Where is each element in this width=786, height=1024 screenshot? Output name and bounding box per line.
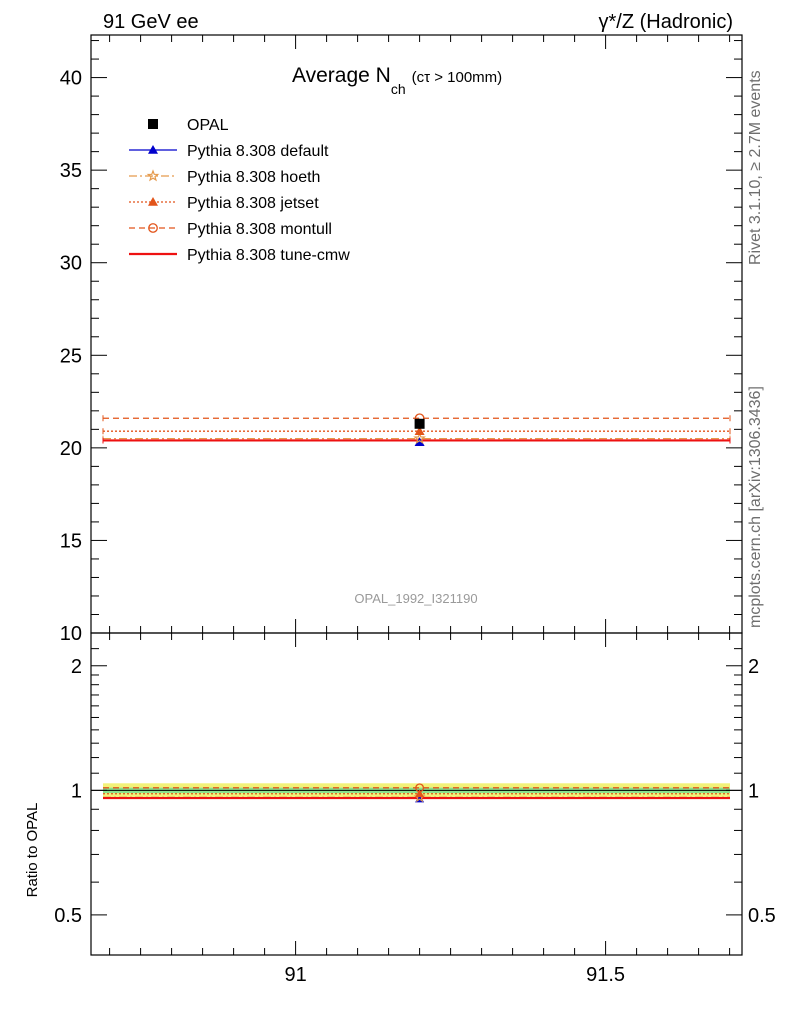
legend-label-montull: Pythia 8.308 montull bbox=[187, 221, 332, 238]
legend-marker-opal bbox=[148, 119, 158, 129]
main-marker-jetset bbox=[414, 426, 425, 435]
ratio-marker-montull bbox=[415, 783, 425, 793]
main-series-lines bbox=[102, 415, 731, 444]
main-marker-default bbox=[414, 437, 425, 447]
legend-label-jetset: Pythia 8.308 jetset bbox=[187, 195, 319, 212]
plot-axes: 91 91.5 10 15 20 25 30 35 40 0.5 0.5 1 1 2 2 bbox=[54, 34, 776, 986]
main-y-tick-label: 15 bbox=[60, 530, 82, 552]
analysis-tag: OPAL_1992_I321190 bbox=[354, 591, 477, 606]
ratio-y-tick-label-right: 0.5 bbox=[748, 905, 776, 927]
legend-marker-jetset bbox=[148, 197, 158, 206]
ratio-frame bbox=[90, 632, 743, 956]
header-left: 91 GeV ee bbox=[103, 11, 199, 33]
ratio-y-tick-label-right: 1 bbox=[748, 780, 759, 802]
main-marker-hoeth bbox=[413, 431, 426, 445]
legend: OPAL Pythia 8.308 default Pythia 8.308 hoe… bbox=[129, 117, 350, 264]
main-y-tick-label: 35 bbox=[60, 160, 82, 182]
title-sub: ch bbox=[391, 81, 406, 97]
legend-marker-montull bbox=[148, 223, 158, 233]
legend-label-tunecmw: Pythia 8.308 tune-cmw bbox=[187, 247, 350, 264]
plot-title: Average Nch (cτ > 100mm) bbox=[292, 64, 502, 97]
legend-label-hoeth: Pythia 8.308 hoeth bbox=[187, 169, 320, 186]
rivet-label: Rivet 3.1.10, ≥ 2.7M events bbox=[747, 70, 764, 265]
legend-label-opal: OPAL bbox=[187, 117, 229, 134]
ratio-y-tick-label-left: 2 bbox=[71, 656, 82, 678]
ratio-y-tick-label-right: 2 bbox=[748, 656, 759, 678]
ratio-y-tick-label-left: 1 bbox=[71, 780, 82, 802]
legend-marker-default bbox=[148, 145, 158, 154]
series-markers bbox=[413, 413, 426, 803]
mcplots-label: mcplots.cern.ch [arXiv:1306.3436] bbox=[747, 386, 764, 628]
legend-marker-hoeth bbox=[146, 169, 160, 182]
title-main: Average N bbox=[292, 64, 391, 87]
main-y-tick-label: 20 bbox=[60, 438, 82, 460]
x-tick-label: 91.5 bbox=[586, 964, 625, 986]
main-y-tick-label: 40 bbox=[60, 68, 82, 90]
main-y-tick-label: 30 bbox=[60, 253, 82, 275]
legend-label-default: Pythia 8.308 default bbox=[187, 143, 329, 160]
ratio-y-label: Ratio to OPAL bbox=[24, 803, 41, 898]
header-right: γ*/Z (Hadronic) bbox=[599, 11, 733, 33]
main-y-tick-label: 10 bbox=[60, 623, 82, 645]
title-cond: (cτ > 100mm) bbox=[412, 69, 503, 86]
ratio-series-lines bbox=[103, 787, 730, 800]
main-y-tick-label: 25 bbox=[60, 345, 82, 367]
ratio-marker-jetset bbox=[415, 789, 425, 798]
ratio-y-tick-label-left: 0.5 bbox=[54, 905, 82, 927]
x-tick-label: 91 bbox=[284, 964, 306, 986]
